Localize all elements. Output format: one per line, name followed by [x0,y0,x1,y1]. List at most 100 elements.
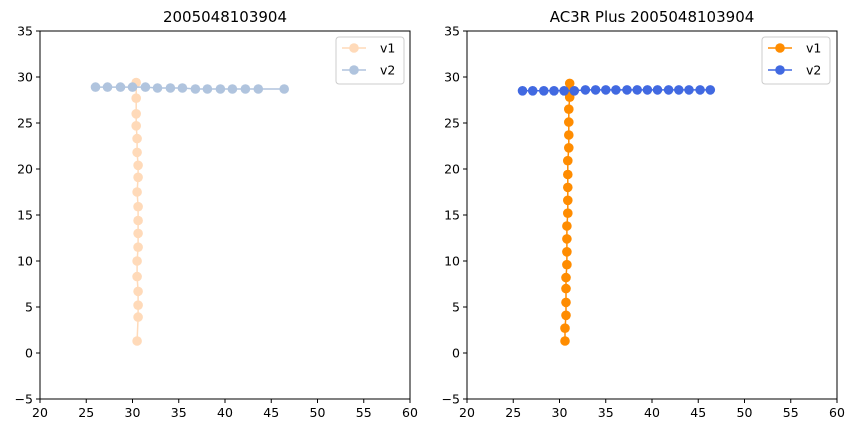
data-point [132,147,142,158]
series-line-v1 [564,83,571,341]
data-point [227,84,238,94]
data-point [539,86,549,96]
data-point [133,300,143,311]
y-tick-label: −5 [15,392,33,407]
data-point [90,82,101,92]
data-point [132,187,142,197]
y-tick-label: 20 [444,162,460,177]
data-point [622,85,632,95]
x-tick-label: 50 [737,405,753,420]
x-tick-label: 30 [125,405,141,420]
data-point [674,85,684,95]
data-point [190,84,201,94]
data-point [559,86,569,96]
data-point [131,93,141,103]
data-point [563,155,573,166]
data-point [115,82,126,92]
data-point [215,84,226,94]
data-point [165,83,176,93]
data-point [563,208,573,218]
legend-label-v1: v1 [380,41,395,56]
data-point [705,85,716,95]
x-tick-label: 55 [783,405,799,420]
data-point [133,215,143,226]
data-point [133,242,143,252]
y-tick-label: 20 [17,162,33,177]
x-tick-label: 60 [829,405,845,420]
data-point [652,85,663,95]
data-point [695,85,705,95]
data-point [561,283,571,294]
y-tick-label: 30 [444,70,460,85]
data-point [562,234,572,244]
chart-title: AC3R Plus 2005048103904 [550,8,755,26]
y-tick-label: 10 [17,254,33,269]
x-tick-label: 20 [459,405,475,420]
y-tick-label: 30 [17,70,33,85]
x-tick-label: 35 [171,405,187,420]
data-point [177,83,188,93]
y-tick-label: 25 [444,116,460,131]
data-point [240,84,251,94]
data-point [601,85,611,95]
y-tick-label: 15 [17,208,33,223]
data-point [563,195,573,206]
y-tick-label: 10 [444,254,460,269]
legend-marker-v2 [775,65,785,75]
y-tick-label: 25 [17,116,33,131]
x-tick-label: 45 [263,405,279,420]
data-point [133,172,143,183]
y-tick-label: 35 [444,24,460,39]
data-point [132,271,142,282]
data-point [132,256,142,266]
series-v1 [560,78,575,346]
data-point [127,82,138,92]
data-point [132,133,142,144]
data-point [152,83,163,93]
x-tick-label: 40 [217,405,233,420]
series-v2 [90,82,290,94]
data-point [563,169,573,180]
series-v1 [131,77,143,346]
data-point [527,86,538,96]
y-tick-label: 5 [452,300,460,315]
data-point [560,323,570,334]
legend-marker-v1 [775,43,785,53]
data-point [549,86,559,96]
legend-label-v2: v2 [806,63,821,78]
data-point [133,286,143,297]
data-point [133,228,143,239]
data-point [133,160,143,171]
data-point [560,336,570,346]
data-point [632,85,642,95]
legend-marker-v1 [349,43,359,53]
data-point [562,247,572,257]
x-tick-label: 55 [356,405,372,420]
data-point [563,182,573,193]
data-point [562,221,572,231]
x-tick-label: 60 [402,405,418,420]
chart-right: AC3R Plus 2005048103904 20 25 30 35 40 45 50 55… [442,8,845,420]
y-tick-label: −5 [442,392,460,407]
chart-left: 2005048103904 20 25 30 35 40 45 50 55 60 −5 0 5 10 15… [15,8,418,420]
data-point [569,86,580,96]
data-point [133,201,143,212]
x-tick-label: 25 [78,405,94,420]
data-point [131,109,141,119]
legend: v1 v2 [335,36,405,85]
legend-label-v2: v2 [380,63,395,78]
data-point [611,85,621,95]
data-point [517,86,528,96]
data-point [564,143,574,153]
data-point [561,297,571,308]
x-tick-label: 35 [598,405,614,420]
data-point [133,312,143,322]
x-tick-label: 40 [644,405,660,420]
data-point [684,85,694,95]
chart-title: 2005048103904 [163,8,287,26]
data-point [564,104,574,114]
series-v2 [517,85,716,96]
y-tick-label: 35 [17,24,33,39]
data-point [132,336,142,346]
